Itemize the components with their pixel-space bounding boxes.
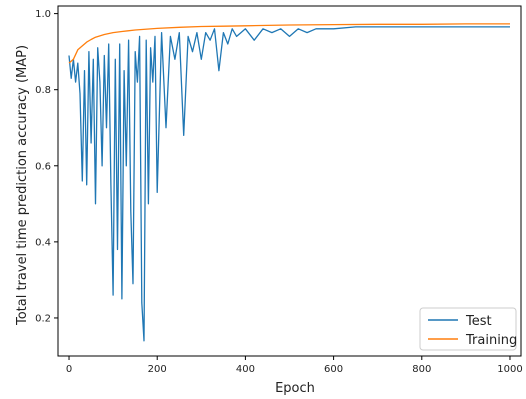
x-tick-label: 400	[236, 364, 255, 375]
series-line-training	[68, 23, 510, 64]
y-tick-label: 0.4	[35, 237, 51, 248]
x-tick-label: 600	[324, 364, 343, 375]
y-axis-label: Total travel time prediction accuracy (M…	[15, 45, 30, 326]
y-tick-label: 1.0	[35, 9, 51, 20]
x-tick-label: 0	[66, 364, 72, 375]
y-axis-ticks: 0.2 0.4 0.6 0.8 1.0	[35, 9, 58, 324]
series-layer	[68, 23, 510, 342]
plot-frame	[57, 5, 522, 357]
x-tick-label: 200	[148, 364, 167, 375]
y-tick-label: 0.8	[35, 85, 51, 96]
y-tick-label: 0.6	[35, 161, 51, 172]
x-axis-ticks: 0 200 400 600 800 1000	[66, 356, 523, 375]
legend: Test Training	[419, 307, 517, 351]
legend-label-test: Test	[465, 314, 492, 329]
x-tick-label: 1000	[497, 364, 522, 375]
legend-label-training: Training	[465, 333, 517, 348]
series-line-test	[68, 26, 510, 342]
y-tick-label: 0.2	[35, 313, 51, 324]
x-axis-label: Epoch	[275, 381, 315, 396]
x-tick-label: 800	[412, 364, 431, 375]
